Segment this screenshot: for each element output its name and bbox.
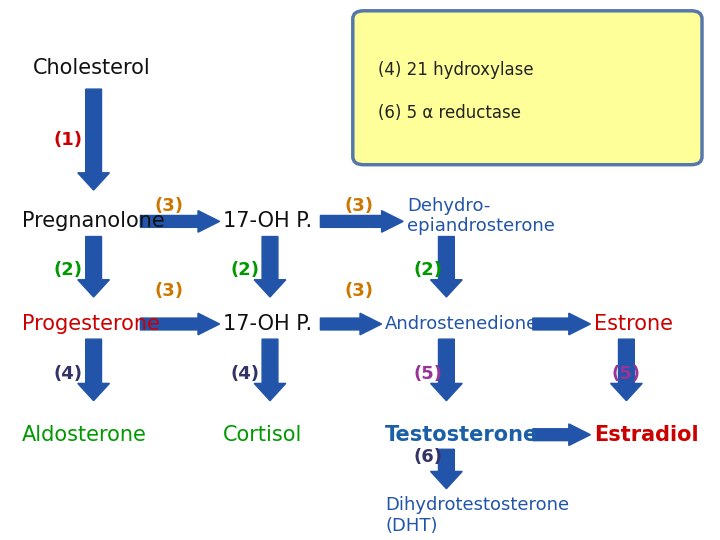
Text: (3): (3) <box>344 281 373 300</box>
Text: (1): (1) <box>54 131 83 150</box>
Text: 17-OH P.: 17-OH P. <box>223 314 312 334</box>
FancyArrow shape <box>320 211 403 232</box>
Text: Progesterone: Progesterone <box>22 314 159 334</box>
Text: 17-OH P.: 17-OH P. <box>223 211 312 232</box>
FancyArrow shape <box>320 313 382 335</box>
Text: (5): (5) <box>612 364 641 383</box>
Text: (2): (2) <box>414 261 443 279</box>
FancyArrow shape <box>78 89 109 190</box>
Text: (2): (2) <box>54 261 83 279</box>
FancyBboxPatch shape <box>353 11 702 165</box>
Text: Dihydrotestosterone
(DHT): Dihydrotestosterone (DHT) <box>385 496 570 535</box>
FancyArrow shape <box>140 211 220 232</box>
Text: (6) 5 α reductase: (6) 5 α reductase <box>378 104 521 123</box>
FancyArrow shape <box>431 237 462 297</box>
Text: Pregnanolone: Pregnanolone <box>22 211 164 232</box>
Text: (6): (6) <box>414 448 443 467</box>
Text: (2): (2) <box>230 261 259 279</box>
FancyArrow shape <box>140 313 220 335</box>
Text: Testosterone: Testosterone <box>385 424 539 445</box>
FancyArrow shape <box>78 237 109 297</box>
Text: Androstenedione: Androstenedione <box>385 315 539 333</box>
Text: (5): (5) <box>414 364 443 383</box>
Text: Cortisol: Cortisol <box>223 424 302 445</box>
FancyArrow shape <box>431 339 462 401</box>
Text: (3): (3) <box>155 281 184 300</box>
Text: (4) 21 hydroxylase: (4) 21 hydroxylase <box>378 61 534 79</box>
FancyArrow shape <box>533 313 590 335</box>
Text: Dehydro-
epiandrosterone: Dehydro- epiandrosterone <box>407 197 554 235</box>
FancyArrow shape <box>533 424 590 446</box>
Text: Estradiol: Estradiol <box>594 424 698 445</box>
Text: Cholesterol: Cholesterol <box>32 57 150 78</box>
Text: (3): (3) <box>155 197 184 215</box>
Text: (4): (4) <box>54 364 83 383</box>
Text: Aldosterone: Aldosterone <box>22 424 146 445</box>
Text: (3): (3) <box>344 197 373 215</box>
Text: (4): (4) <box>230 364 259 383</box>
FancyArrow shape <box>254 339 286 401</box>
FancyArrow shape <box>254 237 286 297</box>
FancyArrow shape <box>431 449 462 489</box>
FancyArrow shape <box>611 339 642 401</box>
Text: Estrone: Estrone <box>594 314 673 334</box>
FancyArrow shape <box>78 339 109 401</box>
